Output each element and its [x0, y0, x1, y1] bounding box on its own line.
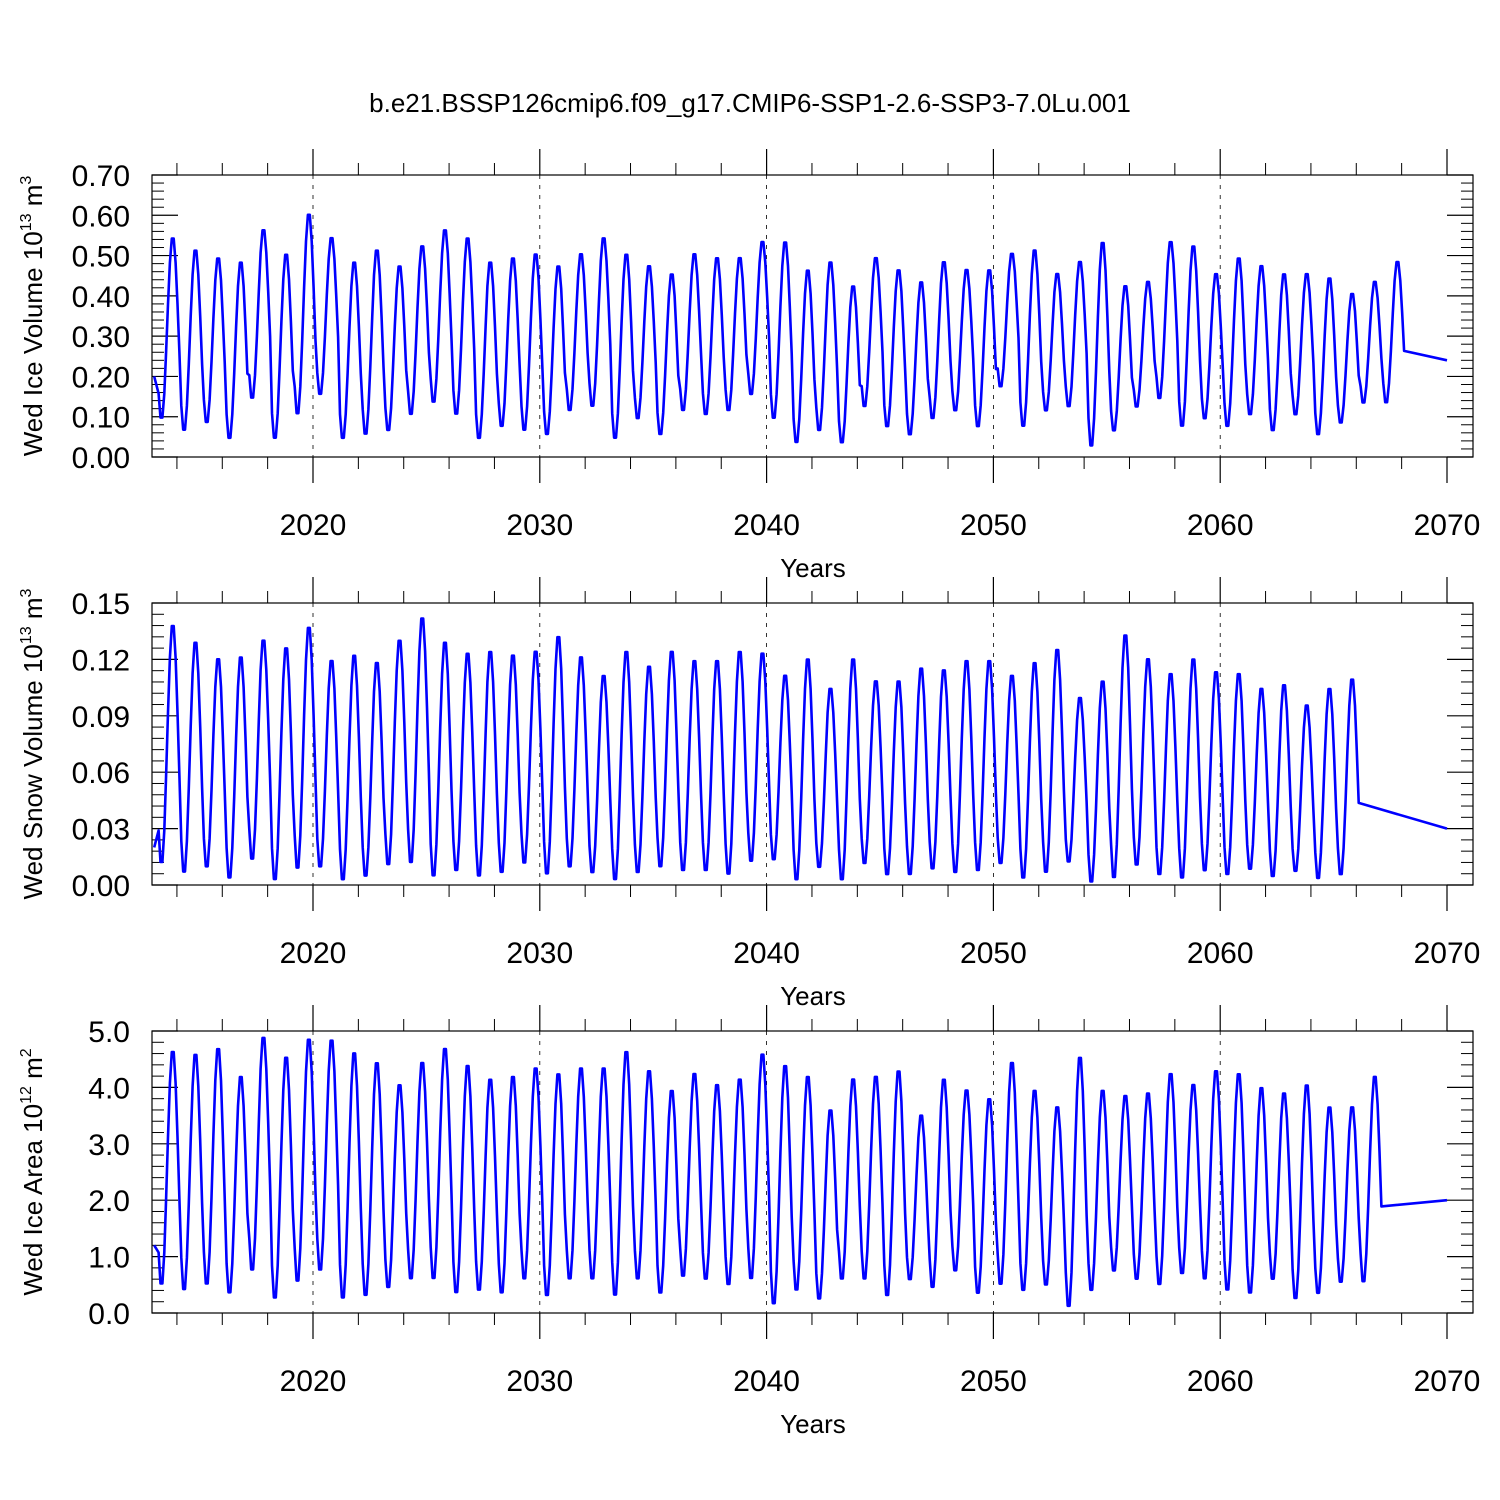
y-axis-label: Wed Ice Area 1012 m2 [18, 1048, 48, 1295]
panel-snow-volume: 2020 2030 2040 2050 2060 2070 Years 0.00 0.03 0.0… [18, 577, 1480, 1011]
y-tick-label: 0.00 [72, 442, 130, 475]
x-tick-label: 2050 [960, 937, 1027, 970]
y-tick-label: 2.0 [88, 1185, 130, 1218]
x-tick-label: 2050 [960, 509, 1027, 542]
y-tick-label: 0.10 [72, 402, 130, 435]
x-tick-label: 2020 [280, 1365, 347, 1398]
series-line [152, 213, 1448, 447]
plot-frame [151, 602, 1474, 886]
panel-ice-area: 2020 2030 2040 2050 2060 2070 Years 0.0 1.0 2.0 3.… [18, 1005, 1480, 1439]
y-tick-label: 4.0 [88, 1072, 130, 1105]
series-line [152, 617, 1448, 883]
y-tick-label: 0.12 [72, 644, 130, 677]
y-tick-label: 0.15 [72, 588, 130, 621]
x-tick-label: 2040 [733, 509, 800, 542]
x-tick-label: 2060 [1187, 509, 1254, 542]
x-tick-label: 2070 [1414, 937, 1481, 970]
y-tick-label: 0.00 [72, 870, 130, 903]
y-tick-label: 0.03 [72, 814, 130, 847]
x-tick-label: 2030 [506, 509, 573, 542]
y-tick-label: 5.0 [88, 1016, 130, 1049]
x-tick-label: 2060 [1187, 937, 1254, 970]
x-axis-label: Years [780, 1409, 846, 1439]
plot-frame [151, 1030, 1474, 1314]
x-tick-label: 2050 [960, 1365, 1027, 1398]
panel-ice-volume: 2020 2030 2040 2050 2060 2070 Years 0.00 0.10 0.2… [18, 149, 1480, 583]
y-tick-label: 0.70 [72, 160, 130, 193]
y-tick-label: 0.09 [72, 701, 130, 734]
y-tick-label: 0.20 [72, 361, 130, 394]
x-tick-label: 2070 [1414, 1365, 1481, 1398]
y-tick-label: 3.0 [88, 1129, 130, 1162]
x-tick-label: 2020 [280, 937, 347, 970]
chart-title: b.e21.BSSP126cmip6.f09_g17.CMIP6-SSP1-2.… [369, 88, 1131, 118]
y-tick-label: 1.0 [88, 1242, 130, 1275]
y-axis-label: Wed Ice Volume 1013 m3 [18, 176, 48, 457]
y-axis-label: Wed Snow Volume 1013 m3 [18, 588, 48, 899]
x-tick-label: 2040 [733, 1365, 800, 1398]
y-tick-label: 0.40 [72, 281, 130, 314]
y-tick-label: 0.60 [72, 200, 130, 233]
x-tick-label: 2070 [1414, 509, 1481, 542]
series-line [153, 1036, 1448, 1308]
x-tick-label: 2030 [506, 1365, 573, 1398]
x-axis-label: Years [780, 981, 846, 1011]
x-tick-label: 2060 [1187, 1365, 1254, 1398]
x-tick-label: 2040 [733, 937, 800, 970]
x-tick-label: 2020 [280, 509, 347, 542]
y-tick-label: 0.0 [88, 1298, 130, 1331]
y-tick-label: 0.06 [72, 757, 130, 790]
y-tick-label: 0.50 [72, 241, 130, 274]
y-tick-label: 0.30 [72, 321, 130, 354]
x-axis-label: Years [780, 553, 846, 583]
plot-frame [151, 174, 1474, 458]
x-tick-label: 2030 [506, 937, 573, 970]
